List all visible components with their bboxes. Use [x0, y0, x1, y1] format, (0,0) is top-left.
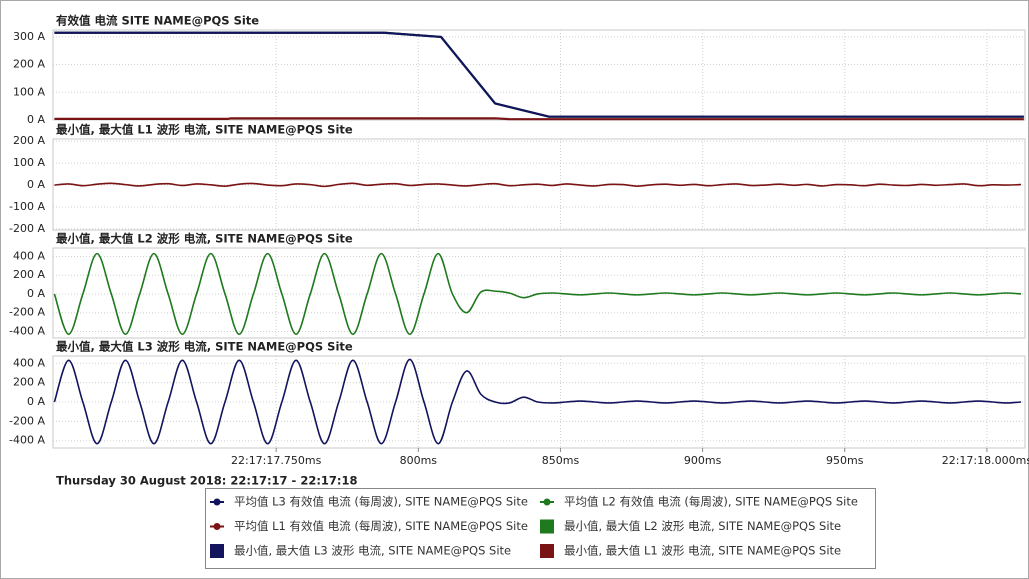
x-tick-label: 850ms: [542, 454, 580, 467]
x-tick-label: 22:17:17.750ms: [231, 454, 322, 467]
legend-marker: [543, 498, 551, 506]
y-tick-label: -200 A: [9, 306, 45, 319]
legend-label: 平均值 L2 有效值 电流 (每周波), SITE NAME@PQS Site: [564, 495, 858, 509]
panel-title: 最小值, 最大值 L2 波形 电流, SITE NAME@PQS Site: [56, 232, 353, 246]
series-line: [53, 358, 1022, 445]
y-tick-label: -100 A: [9, 200, 45, 213]
legend-label: 平均值 L1 有效值 电流 (每周波), SITE NAME@PQS Site: [234, 519, 528, 533]
panel-title: 有效值 电流 SITE NAME@PQS Site: [56, 14, 259, 28]
y-tick-label: 200 A: [13, 134, 45, 147]
x-axis-label: Thursday 30 August 2018: 22:17:17 - 22:1…: [56, 474, 358, 488]
y-tick-label: 0 A: [27, 178, 45, 191]
y-tick-label: 0 A: [27, 113, 45, 126]
y-tick-label: 0 A: [27, 287, 45, 300]
y-tick-label: 100 A: [13, 156, 45, 169]
legend-marker: [540, 544, 554, 558]
x-tick-label: 950ms: [826, 454, 864, 467]
x-tick-label: 22:17:18.000ms: [942, 454, 1029, 467]
y-tick-label: 300 A: [13, 30, 45, 43]
y-tick-label: 400 A: [13, 249, 45, 262]
x-tick-label: 900ms: [684, 454, 722, 467]
legend-marker: [540, 519, 554, 534]
legend-marker: [213, 498, 221, 506]
series-line: [53, 252, 1022, 336]
panel-title: 最小值, 最大值 L1 波形 电流, SITE NAME@PQS Site: [56, 123, 353, 137]
legend-label: 最小值, 最大值 L1 波形 电流, SITE NAME@PQS Site: [564, 544, 841, 558]
y-tick-label: 100 A: [13, 85, 45, 98]
y-tick-label: 200 A: [13, 376, 45, 389]
series-line: [54, 182, 1022, 188]
series-line: [54, 117, 1024, 121]
y-tick-label: -200 A: [9, 414, 45, 427]
y-tick-label: -200 A: [9, 222, 45, 235]
legend-label: 平均值 L3 有效值 电流 (每周波), SITE NAME@PQS Site: [234, 495, 528, 509]
series-line: [54, 31, 1024, 118]
y-tick-label: -400 A: [9, 324, 45, 337]
legend-marker: [210, 544, 224, 558]
y-tick-label: 400 A: [13, 356, 45, 369]
y-tick-label: 200 A: [13, 268, 45, 281]
y-tick-label: 0 A: [27, 395, 45, 408]
legend-marker: [213, 523, 221, 530]
legend-label: 最小值, 最大值 L2 波形 电流, SITE NAME@PQS Site: [564, 519, 841, 533]
panel-title: 最小值, 最大值 L3 波形 电流, SITE NAME@PQS Site: [56, 340, 353, 354]
y-tick-label: -400 A: [9, 434, 45, 447]
legend-label: 最小值, 最大值 L3 波形 电流, SITE NAME@PQS Site: [234, 544, 511, 558]
plot-area: [52, 29, 1026, 121]
x-tick-label: 800ms: [400, 454, 438, 467]
y-tick-label: 200 A: [13, 58, 45, 71]
